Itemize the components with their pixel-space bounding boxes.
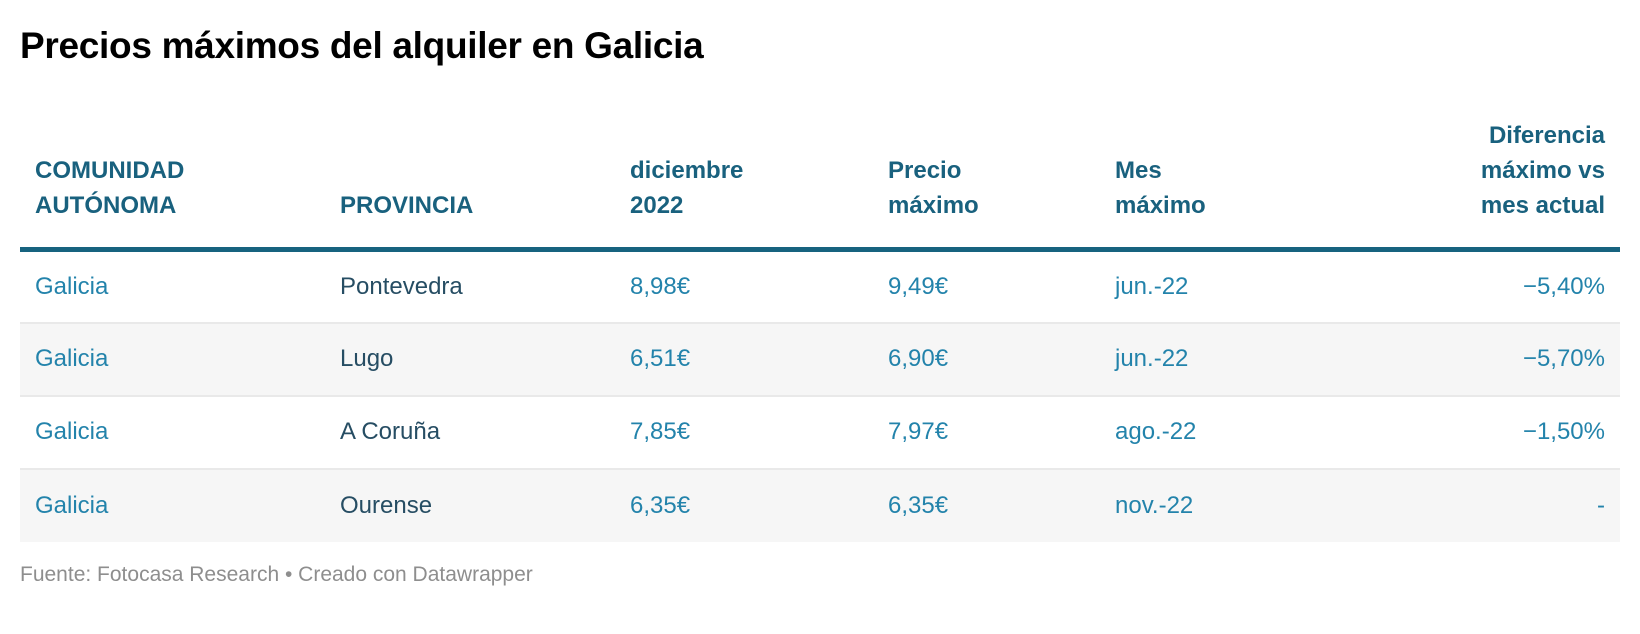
column-header-diferencia-maximo-vs-mes-actual: Diferencia máximo vs mes actual xyxy=(1330,82,1620,252)
mes-maximo-cell: jun.-22 xyxy=(1115,345,1189,372)
column-header-comunidad-autonoma: COMUNIDAD AUTÓNOMA xyxy=(20,82,325,252)
column-header-provincia: PROVINCIA xyxy=(325,82,615,252)
table-row: Galicia A Coruña 7,85€ 7,97€ ago.-22 −1,50% xyxy=(20,395,1620,469)
comunidad-autonoma-cell: Galicia xyxy=(35,272,109,300)
diciembre-2022-cell: 8,98€ xyxy=(630,272,691,300)
column-header-diciembre-2022: diciembre 2022 xyxy=(615,82,873,252)
table-row: Galicia Pontevedra 8,98€ 9,49€ jun.-22 −5,40% xyxy=(20,250,1620,323)
diferencia-maximo-vs-mes-actual-cell: −5,70% xyxy=(1522,345,1605,372)
table-body: Galicia Pontevedra 8,98€ 9,49€ jun.-22 −5,40%… xyxy=(20,250,1620,542)
mes-maximo-cell: ago.-22 xyxy=(1115,418,1197,445)
table-row: Galicia Ourense 6,35€ 6,35€ nov.-22 - xyxy=(20,468,1620,542)
mes-maximo-cell: nov.-22 xyxy=(1115,491,1194,519)
table-header-row: COMUNIDAD AUTÓNOMA PROVINCIA diciembre 202… xyxy=(20,82,1620,252)
comunidad-autonoma-cell: Galicia xyxy=(35,418,109,445)
provincia-cell: Ourense xyxy=(340,491,433,519)
mes-maximo-cell: jun.-22 xyxy=(1115,272,1189,300)
precio-maximo-cell: 6,90€ xyxy=(888,345,949,372)
column-header-mes-maximo: Mes máximo xyxy=(1100,82,1330,252)
table-row: Galicia Lugo 6,51€ 6,90€ jun.-22 −5,70% xyxy=(20,322,1620,396)
datawrapper-table-visualization: Precios máximos del alquiler en Galicia … xyxy=(20,25,1620,586)
diciembre-2022-cell: 6,51€ xyxy=(630,345,691,372)
comunidad-autonoma-cell: Galicia xyxy=(35,345,109,372)
diferencia-maximo-vs-mes-actual-cell: - xyxy=(1597,491,1605,519)
provincia-cell: Lugo xyxy=(340,345,394,372)
diferencia-maximo-vs-mes-actual-cell: −5,40% xyxy=(1522,272,1605,300)
rental-prices-table: COMUNIDAD AUTÓNOMA PROVINCIA diciembre 202… xyxy=(20,82,1620,542)
source-attribution: Fuente: Fotocasa Research • Creado con D… xyxy=(20,562,533,586)
provincia-cell: Pontevedra xyxy=(340,272,463,300)
diciembre-2022-cell: 7,85€ xyxy=(630,418,691,445)
precio-maximo-cell: 9,49€ xyxy=(888,272,949,300)
diferencia-maximo-vs-mes-actual-cell: −1,50% xyxy=(1522,418,1605,445)
precio-maximo-cell: 6,35€ xyxy=(888,491,949,519)
chart-title: Precios máximos del alquiler en Galicia xyxy=(20,25,704,66)
table-header: COMUNIDAD AUTÓNOMA PROVINCIA diciembre 202… xyxy=(20,82,1620,252)
comunidad-autonoma-cell: Galicia xyxy=(35,491,109,519)
precio-maximo-cell: 7,97€ xyxy=(888,418,949,445)
column-header-precio-maximo: Precio máximo xyxy=(873,82,1100,252)
provincia-cell: A Coruña xyxy=(340,418,441,445)
diciembre-2022-cell: 6,35€ xyxy=(630,491,691,519)
